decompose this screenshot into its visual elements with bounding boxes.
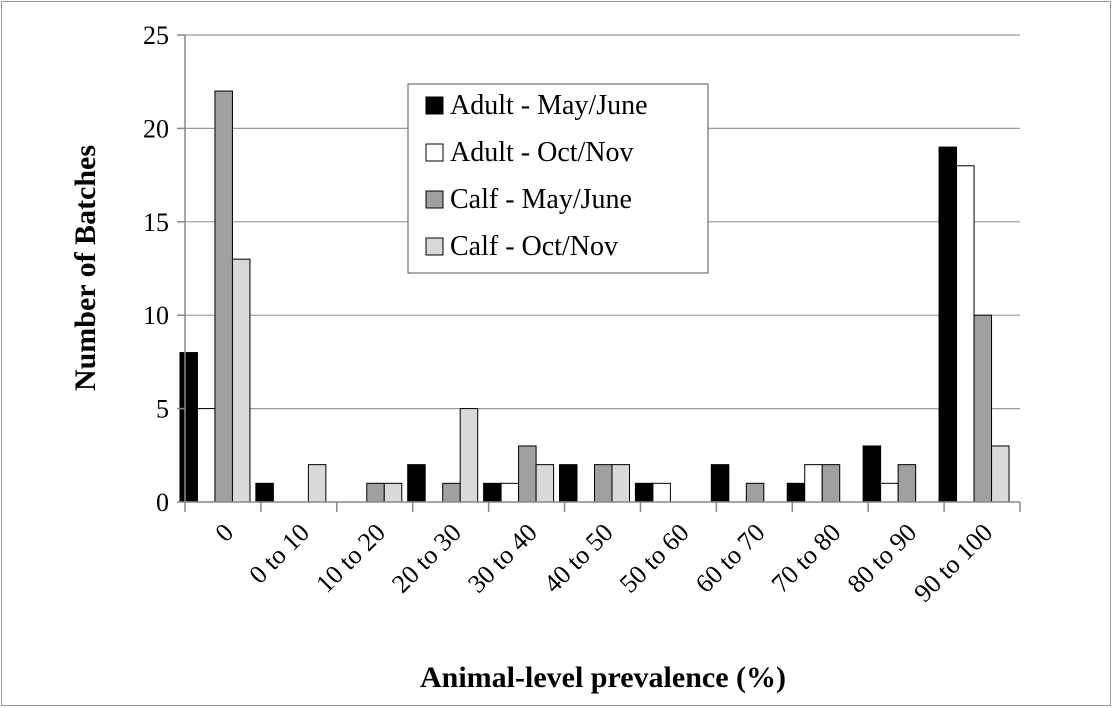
bar — [443, 483, 461, 502]
bar — [595, 465, 613, 502]
bar — [612, 465, 630, 502]
legend-swatch — [426, 238, 443, 255]
bar — [992, 446, 1010, 502]
bar — [560, 465, 578, 502]
y-tick-label: 5 — [156, 395, 169, 424]
bar — [384, 483, 402, 502]
bar — [256, 483, 274, 502]
x-tick-label: 30 to 40 — [462, 518, 543, 599]
bar — [367, 483, 385, 502]
bar — [653, 483, 671, 502]
y-tick-label: 10 — [143, 301, 169, 330]
legend-label: Calf - May/June — [450, 184, 632, 215]
x-tick-label: 60 to 70 — [690, 518, 771, 599]
x-tick-label: 50 to 60 — [614, 518, 695, 599]
x-tick-label: 0 to 10 — [244, 518, 316, 590]
legend: Adult - May/June Adult - Oct/Nov Calf - Ma… — [408, 84, 708, 273]
bar — [215, 91, 233, 502]
bar — [197, 409, 215, 502]
bar — [805, 465, 823, 502]
bar — [881, 483, 899, 502]
x-tick-label: 40 to 50 — [538, 518, 619, 599]
x-tick-label: 0 — [209, 518, 239, 548]
y-tick-label: 25 — [143, 21, 169, 50]
bar — [939, 147, 957, 502]
legend-swatch — [426, 97, 443, 114]
bar — [308, 465, 326, 502]
bar — [484, 483, 502, 502]
bar — [746, 483, 764, 502]
legend-label: Adult - May/June — [450, 90, 648, 121]
bar — [232, 259, 250, 502]
y-tick-label: 20 — [143, 114, 169, 143]
bar — [408, 465, 426, 502]
legend-label: Calf - Oct/Nov — [450, 231, 618, 262]
bar — [460, 409, 478, 502]
bar — [519, 446, 537, 502]
bar — [898, 465, 916, 502]
bar — [863, 446, 881, 502]
x-tick-label: 90 to 100 — [908, 518, 998, 608]
bar — [822, 465, 840, 502]
bar — [180, 353, 198, 502]
bar — [536, 465, 554, 502]
y-axis-title: Number of Batches — [69, 145, 102, 391]
x-tick-label: 20 to 30 — [386, 518, 467, 599]
bar — [711, 465, 729, 502]
bar — [787, 483, 805, 502]
legend-swatch — [426, 191, 443, 208]
x-tick-label: 10 to 20 — [310, 518, 391, 599]
x-axis-title: Animal-level prevalence (%) — [420, 661, 786, 694]
bar — [635, 483, 653, 502]
y-tick-label: 15 — [143, 208, 169, 237]
bar — [957, 166, 975, 502]
y-tick-labels: 0 5 10 15 20 25 — [143, 21, 185, 517]
legend-swatch — [426, 144, 443, 161]
bar — [501, 483, 519, 502]
bar — [974, 315, 992, 502]
y-tick-label: 0 — [156, 488, 169, 517]
x-tick-label: 70 to 80 — [766, 518, 847, 599]
legend-label: Adult - Oct/Nov — [450, 137, 634, 168]
